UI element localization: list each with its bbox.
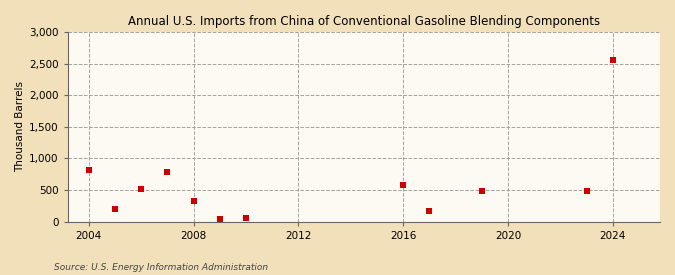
Title: Annual U.S. Imports from China of Conventional Gasoline Blending Components: Annual U.S. Imports from China of Conven… [128,15,600,28]
Text: Source: U.S. Energy Information Administration: Source: U.S. Energy Information Administ… [54,263,268,272]
Y-axis label: Thousand Barrels: Thousand Barrels [15,81,25,172]
